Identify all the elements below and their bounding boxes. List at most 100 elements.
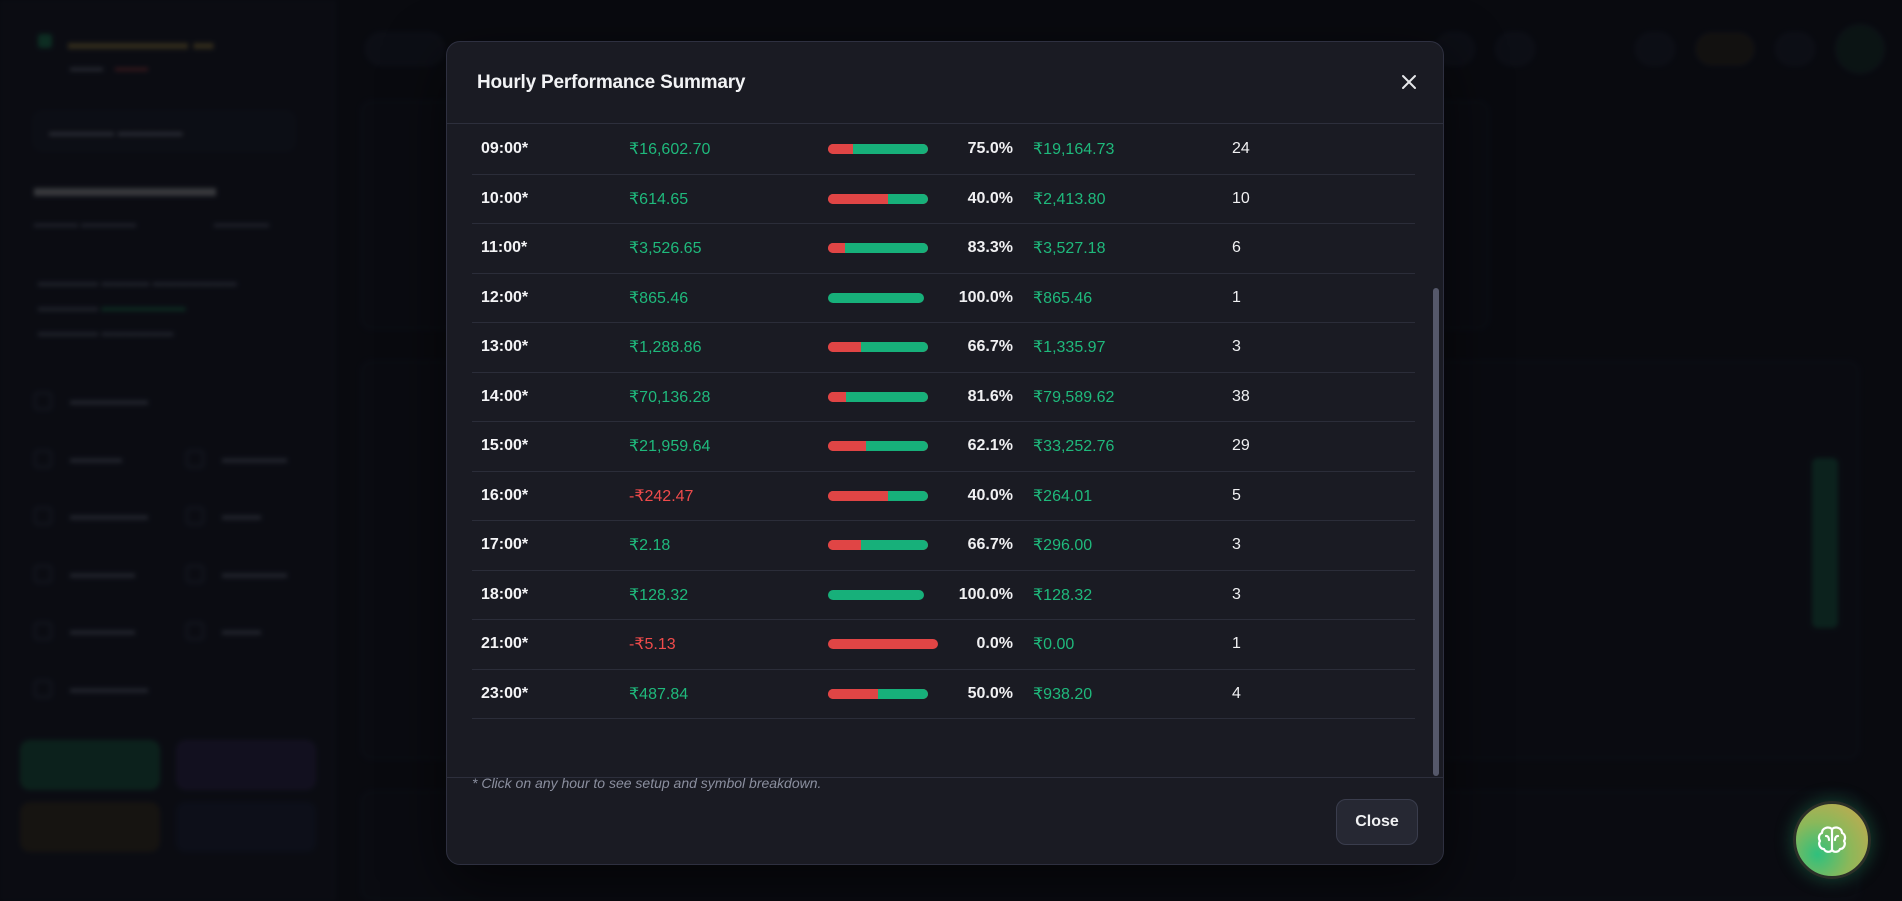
hour-label: 16:00* (481, 486, 529, 504)
win-rate: 100.0% (958, 288, 1013, 306)
bar-win-segment (861, 540, 928, 551)
gross-profit: ₹33,252.76 (1033, 438, 1115, 456)
win-rate: 75.0% (967, 140, 1013, 158)
hour-row[interactable]: 17:00* ₹2.18 66.7% ₹296.00 3 (472, 521, 1415, 571)
win-rate: 66.7% (967, 338, 1013, 356)
win-rate: 66.7% (967, 536, 1013, 554)
gross-profit: ₹128.32 (1033, 586, 1093, 604)
win-rate-bar (828, 323, 938, 372)
trade-count: 38 (1232, 387, 1250, 405)
trade-count: 1 (1232, 635, 1241, 653)
win-rate-bar (828, 521, 938, 570)
bar-win-segment (828, 292, 924, 303)
net-pnl: ₹614.65 (629, 190, 689, 208)
hour-row[interactable]: 10:00* ₹614.65 40.0% ₹2,413.80 10 (472, 175, 1415, 224)
bar-loss-segment (828, 490, 888, 501)
win-rate: 100.0% (958, 585, 1013, 603)
bar-win-segment (888, 193, 928, 204)
hour-label: 18:00* (481, 585, 529, 603)
win-rate: 81.6% (967, 387, 1013, 405)
modal-body: 09:00* ₹16,602.70 75.0% ₹19,164.73 24 10:00* ₹… (447, 125, 1443, 819)
net-pnl: -₹5.13 (629, 636, 676, 654)
hour-row[interactable]: 16:00* -₹242.47 40.0% ₹264.01 5 (472, 472, 1415, 521)
hour-label: 11:00* (481, 239, 528, 257)
gross-profit: ₹865.46 (1033, 289, 1093, 307)
gross-profit: ₹0.00 (1033, 636, 1075, 654)
hour-row[interactable]: 14:00* ₹70,136.28 81.6% ₹79,589.62 38 (472, 373, 1415, 422)
trade-count: 3 (1232, 585, 1241, 603)
bar-win-segment (828, 589, 924, 600)
trade-count: 1 (1232, 288, 1241, 306)
hour-row[interactable]: 11:00* ₹3,526.65 83.3% ₹3,527.18 6 (472, 224, 1415, 274)
net-pnl: ₹487.84 (629, 685, 689, 703)
win-rate: 0.0% (976, 635, 1013, 653)
win-rate: 50.0% (967, 684, 1013, 702)
gross-profit: ₹1,335.97 (1033, 339, 1106, 357)
hour-label: 10:00* (481, 189, 529, 207)
win-rate-bar (828, 224, 938, 273)
net-pnl: ₹21,959.64 (629, 438, 711, 456)
gross-profit: ₹3,527.18 (1033, 240, 1106, 258)
hourly-performance-modal: Hourly Performance Summary 09:00* ₹16,602… (446, 41, 1444, 865)
win-rate-bar (828, 422, 938, 471)
trade-count: 3 (1232, 338, 1241, 356)
trade-count: 29 (1232, 437, 1250, 455)
bar-win-segment (888, 490, 928, 501)
hour-label: 12:00* (481, 288, 529, 306)
bar-win-segment (861, 342, 928, 353)
hour-label: 17:00* (481, 536, 529, 554)
bar-loss-segment (828, 639, 938, 650)
hour-label: 09:00* (481, 140, 529, 158)
trade-count: 5 (1232, 486, 1241, 504)
win-rate-bar (828, 175, 938, 224)
hour-row[interactable]: 18:00* ₹128.32 100.0% ₹128.32 3 (472, 571, 1415, 620)
win-rate-bar (828, 472, 938, 521)
hour-row[interactable]: 15:00* ₹21,959.64 62.1% ₹33,252.76 29 (472, 422, 1415, 472)
hour-label: 23:00* (481, 684, 529, 702)
bar-win-segment (865, 441, 928, 452)
close-button[interactable]: Close (1336, 799, 1418, 845)
gross-profit: ₹19,164.73 (1033, 141, 1115, 159)
net-pnl: ₹128.32 (629, 586, 689, 604)
bar-loss-segment (828, 391, 847, 402)
gross-profit: ₹2,413.80 (1033, 190, 1106, 208)
hour-row[interactable]: 23:00* ₹487.84 50.0% ₹938.20 4 (472, 670, 1415, 719)
modal-header: Hourly Performance Summary (447, 42, 1443, 124)
net-pnl: ₹2.18 (629, 537, 671, 555)
bar-win-segment (853, 144, 928, 155)
bar-win-segment (844, 243, 928, 254)
gross-profit: ₹264.01 (1033, 487, 1093, 505)
hour-row[interactable]: 09:00* ₹16,602.70 75.0% ₹19,164.73 24 (472, 125, 1415, 175)
trade-count: 10 (1232, 189, 1250, 207)
hour-label: 14:00* (481, 387, 529, 405)
gross-profit: ₹296.00 (1033, 537, 1093, 555)
brain-icon (1817, 826, 1847, 853)
table-footnote: * Click on any hour to see setup and sym… (472, 775, 822, 791)
net-pnl: ₹1,288.86 (629, 339, 702, 357)
trade-count: 6 (1232, 239, 1241, 257)
bar-loss-segment (828, 540, 862, 551)
win-rate: 83.3% (967, 239, 1013, 257)
bar-loss-segment (828, 243, 845, 254)
close-icon[interactable] (1397, 70, 1421, 94)
hour-label: 15:00* (481, 437, 529, 455)
net-pnl: ₹865.46 (629, 289, 689, 307)
hourly-table: 09:00* ₹16,602.70 75.0% ₹19,164.73 24 10:00* ₹… (472, 125, 1415, 719)
hour-row[interactable]: 12:00* ₹865.46 100.0% ₹865.46 1 (472, 274, 1415, 323)
ai-assistant-button[interactable] (1793, 801, 1871, 879)
hour-row[interactable]: 13:00* ₹1,288.86 66.7% ₹1,335.97 3 (472, 323, 1415, 373)
net-pnl: ₹16,602.70 (629, 141, 711, 159)
bar-loss-segment (828, 144, 853, 155)
trade-count: 3 (1232, 536, 1241, 554)
modal-footer: Close (447, 777, 1443, 864)
hour-row[interactable]: 21:00* -₹5.13 0.0% ₹0.00 1 (472, 620, 1415, 670)
modal-title: Hourly Performance Summary (477, 72, 746, 93)
scrollbar-thumb[interactable] (1433, 288, 1439, 776)
gross-profit: ₹79,589.62 (1033, 388, 1115, 406)
bar-loss-segment (828, 342, 862, 353)
bar-loss-segment (828, 441, 866, 452)
net-pnl: ₹70,136.28 (629, 388, 711, 406)
win-rate-bar (828, 670, 938, 719)
net-pnl: ₹3,526.65 (629, 240, 702, 258)
bar-win-segment (846, 391, 928, 402)
